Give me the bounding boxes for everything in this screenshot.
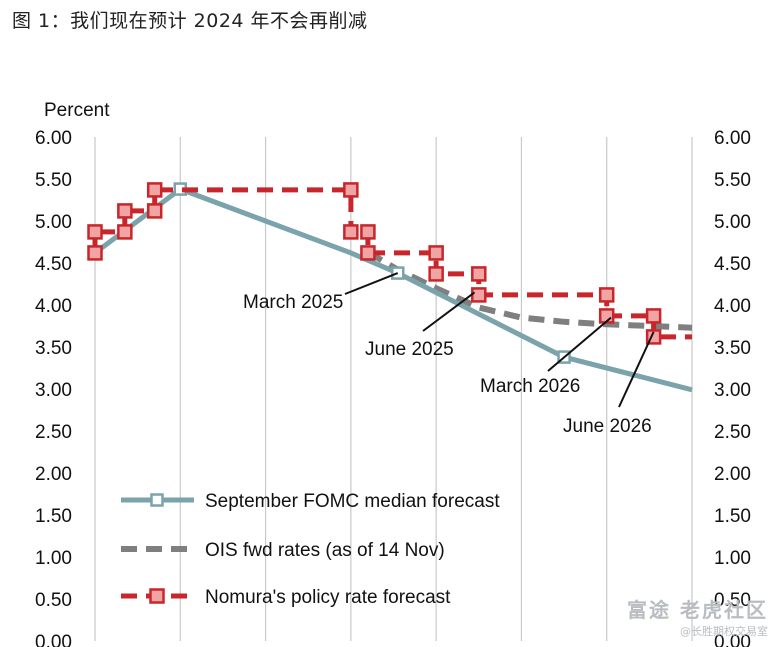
series-marker-2 bbox=[87, 224, 103, 240]
y-tick-label-right: 1.00 bbox=[714, 548, 751, 569]
annotation-label: March 2025 bbox=[243, 292, 343, 313]
legend-marker-2 bbox=[149, 588, 165, 604]
series-marker-2 bbox=[645, 308, 662, 324]
series-marker-2 bbox=[146, 182, 163, 198]
series-marker-2 bbox=[343, 182, 359, 198]
y-tick-label-left: 4.00 bbox=[35, 296, 72, 317]
series-marker-2 bbox=[598, 287, 615, 303]
y-tick-label-right: 3.50 bbox=[714, 338, 751, 359]
y-tick-label-left: 4.50 bbox=[35, 254, 72, 275]
y-tick-label-left: 6.00 bbox=[35, 128, 72, 149]
series-marker-2 bbox=[471, 266, 487, 282]
y-tick-label-left: 5.00 bbox=[35, 212, 72, 233]
series-marker-2 bbox=[360, 224, 376, 240]
y-tick-label-left: 3.00 bbox=[35, 380, 72, 401]
y-tick-label-right: 1.50 bbox=[714, 506, 751, 527]
y-tick-label-right: 4.50 bbox=[714, 254, 751, 275]
y-tick-label-left: 3.50 bbox=[35, 338, 72, 359]
series-marker-2 bbox=[117, 224, 133, 240]
legend-label-1: OIS fwd rates (as of 14 Nov) bbox=[205, 540, 445, 561]
y-tick-label-left: 1.00 bbox=[35, 548, 72, 569]
y-tick-label-right: 5.00 bbox=[714, 212, 751, 233]
y-tick-label-right: 5.50 bbox=[714, 170, 751, 191]
y-tick-label-left: 5.50 bbox=[35, 170, 72, 191]
y-ticks-right: 0.00 0.50 1.00 1.50 2.00 2.50 3.00 3.50 4.00 4.50… bbox=[714, 128, 751, 647]
y-tick-label-right: 2.50 bbox=[714, 422, 751, 443]
series-marker-2 bbox=[343, 224, 359, 240]
y-tick-label-right: 0.00 bbox=[714, 632, 751, 647]
legend-label-0: September FOMC median forecast bbox=[205, 491, 500, 512]
annotation-leader bbox=[422, 291, 476, 332]
y-tick-label-right: 3.00 bbox=[714, 380, 751, 401]
watermark-sub: @长胜期权交易室 bbox=[680, 625, 768, 638]
series-marker-2 bbox=[87, 245, 103, 261]
series-layer bbox=[87, 182, 693, 393]
series-marker-2 bbox=[117, 203, 133, 219]
y-tick-label-right: 6.00 bbox=[714, 128, 751, 149]
series-marker-2 bbox=[146, 203, 163, 219]
y-tick-label-right: 2.00 bbox=[714, 464, 751, 485]
y-tick-label-right: 4.00 bbox=[714, 296, 751, 317]
annotation-leader bbox=[618, 331, 655, 408]
series-marker-2 bbox=[428, 266, 444, 282]
watermark-main: 老虎社区 bbox=[680, 598, 768, 622]
y-tick-label-left: 0.00 bbox=[35, 632, 72, 647]
annotation-label: June 2026 bbox=[563, 416, 652, 437]
y-ticks-left: 0.00 0.50 1.00 1.50 2.00 2.50 3.00 3.50 4.00 4.50… bbox=[35, 128, 72, 647]
watermark-brand: 富途 bbox=[627, 598, 672, 622]
grid-layer bbox=[94, 137, 693, 641]
series-line-1 bbox=[366, 249, 693, 331]
annotation-layer: March 2025 June 2025 March 2026 June 2026 bbox=[243, 272, 655, 437]
chart-caption: 图 1：我们现在预计 2024 年不会再削减 bbox=[12, 10, 368, 32]
annotation-label: March 2026 bbox=[480, 376, 580, 397]
annotation-label: June 2025 bbox=[365, 339, 454, 360]
y-tick-label-left: 1.50 bbox=[35, 506, 72, 527]
legend-marker-0 bbox=[150, 493, 164, 507]
series-line-0 bbox=[93, 186, 693, 393]
series-marker-2 bbox=[428, 245, 444, 261]
y-tick-label-left: 2.00 bbox=[35, 464, 72, 485]
legend-label-2: Nomura's policy rate forecast bbox=[205, 587, 451, 608]
watermark: 富途 老虎社区 @长胜期权交易室 bbox=[627, 594, 768, 639]
y-axis-unit-label: Percent bbox=[44, 100, 110, 121]
y-tick-label-left: 2.50 bbox=[35, 422, 72, 443]
annotation-leader bbox=[547, 316, 612, 372]
series-marker-2 bbox=[471, 287, 487, 303]
y-tick-label-right: 0.50 bbox=[714, 590, 751, 611]
annotation-leader bbox=[344, 272, 399, 295]
y-tick-label-left: 0.50 bbox=[35, 590, 72, 611]
series-marker-2 bbox=[360, 245, 376, 261]
legend: September FOMC median forecast OIS fwd ra… bbox=[121, 491, 500, 608]
